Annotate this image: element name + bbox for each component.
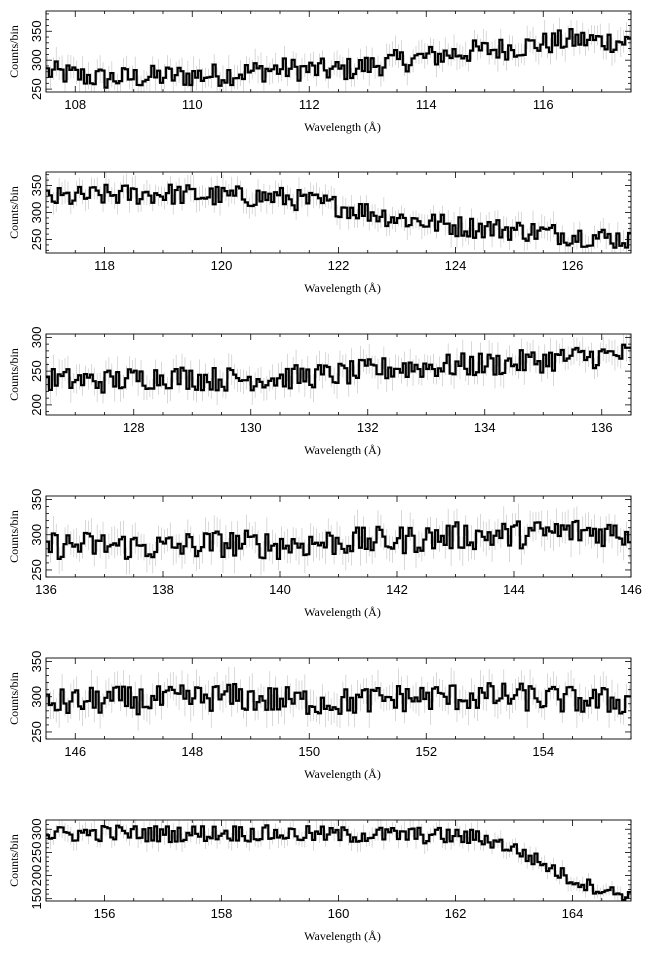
y-tick-label: 250 [29, 721, 44, 743]
x-tick-label: 134 [474, 420, 496, 435]
x-tick-label: 140 [269, 582, 291, 597]
y-tick-label: 300 [29, 686, 44, 708]
y-axis-label: Counts/bin [7, 510, 21, 563]
x-tick-label: 162 [445, 906, 467, 921]
y-tick-label: 300 [29, 327, 44, 349]
x-tick-label: 164 [562, 906, 584, 921]
spectrum-panel-3: 128 130 132 134 136 200 250 300 Wavelength (Å) Co… [7, 327, 632, 457]
x-tick-label: 110 [182, 97, 203, 112]
x-tick-label: 122 [328, 258, 350, 273]
y-tick-label: 300 [29, 818, 44, 840]
x-tick-label: 112 [299, 97, 320, 112]
x-axis-label: Wavelength (Å) [304, 281, 381, 295]
x-tick-label: 132 [357, 420, 379, 435]
x-tick-label: 150 [298, 744, 320, 759]
x-tick-label: 116 [533, 97, 554, 112]
x-axis-label: Wavelength (Å) [304, 120, 381, 134]
x-tick-label: 160 [328, 906, 350, 921]
x-tick-label: 118 [94, 258, 115, 273]
y-tick-label: 250 [29, 842, 44, 864]
x-tick-label: 136 [35, 582, 57, 597]
plot-frame [45, 171, 632, 254]
x-tick-label: 120 [211, 258, 233, 273]
x-tick-label: 144 [503, 582, 525, 597]
y-tick-label: 150 [29, 888, 44, 910]
spectrum-series [46, 183, 631, 249]
x-tick-label: 128 [123, 420, 145, 435]
y-tick-label: 300 [29, 524, 44, 546]
plot-frame [45, 495, 632, 578]
y-tick-label: 350 [29, 175, 44, 197]
x-tick-label: 156 [94, 906, 116, 921]
x-tick-label: 142 [386, 582, 408, 597]
y-axis-label: Counts/bin [7, 348, 21, 401]
spectrum-series [46, 28, 631, 89]
x-axis-label: Wavelength (Å) [304, 443, 381, 457]
y-tick-label: 200 [29, 394, 44, 416]
x-tick-label: 148 [181, 744, 203, 759]
x-tick-label: 124 [445, 258, 467, 273]
spectrum-series [46, 343, 631, 394]
y-tick-label: 250 [29, 78, 44, 100]
y-tick-label: 350 [29, 20, 44, 42]
x-tick-label: 146 [620, 582, 642, 597]
x-tick-label: 126 [562, 258, 584, 273]
x-tick-label: 108 [64, 97, 86, 112]
y-tick-label: 250 [29, 229, 44, 251]
x-tick-label: 158 [211, 906, 233, 921]
y-axis-label: Counts/bin [7, 672, 21, 725]
x-tick-label: 146 [64, 744, 86, 759]
spectrum-panel-4: 136 138 140 142 144 146 250 300 350 Wavelength (Å… [7, 489, 642, 619]
y-axis-label: Counts/bin [7, 25, 21, 78]
y-axis-label: Counts/bin [7, 834, 21, 887]
x-tick-label: 138 [152, 582, 174, 597]
x-tick-label: 136 [591, 420, 613, 435]
spectrum-panel-1: 108 110 112 114 116 250 300 350 Wavelength (Å) Co… [7, 10, 632, 134]
y-tick-label: 300 [29, 202, 44, 224]
spectrum-series [46, 519, 631, 560]
y-axis-label: Counts/bin [7, 186, 21, 239]
y-tick-label: 250 [29, 360, 44, 382]
spectrum-panel-5: 146 148 150 152 154 250 300 350 Wavelength (Å) Co… [7, 651, 632, 781]
x-tick-label: 114 [416, 97, 437, 112]
error-bars [47, 17, 630, 92]
x-axis-label: Wavelength (Å) [304, 929, 381, 943]
x-axis-label: Wavelength (Å) [304, 605, 381, 619]
y-tick-label: 300 [29, 49, 44, 71]
spectrum-series [46, 824, 631, 901]
x-tick-label: 130 [240, 420, 262, 435]
y-tick-label: 350 [29, 651, 44, 673]
x-axis-label: Wavelength (Å) [304, 767, 381, 781]
x-tick-label: 154 [532, 744, 554, 759]
y-tick-label: 200 [29, 865, 44, 887]
x-tick-label: 152 [415, 744, 437, 759]
spectrum-panel-2: 118 120 122 124 126 250 300 350 Wavelength (Å) Co… [7, 171, 632, 295]
error-bars [47, 172, 630, 253]
spectrum-series [46, 682, 631, 716]
y-tick-label: 250 [29, 559, 44, 581]
y-tick-label: 350 [29, 489, 44, 511]
